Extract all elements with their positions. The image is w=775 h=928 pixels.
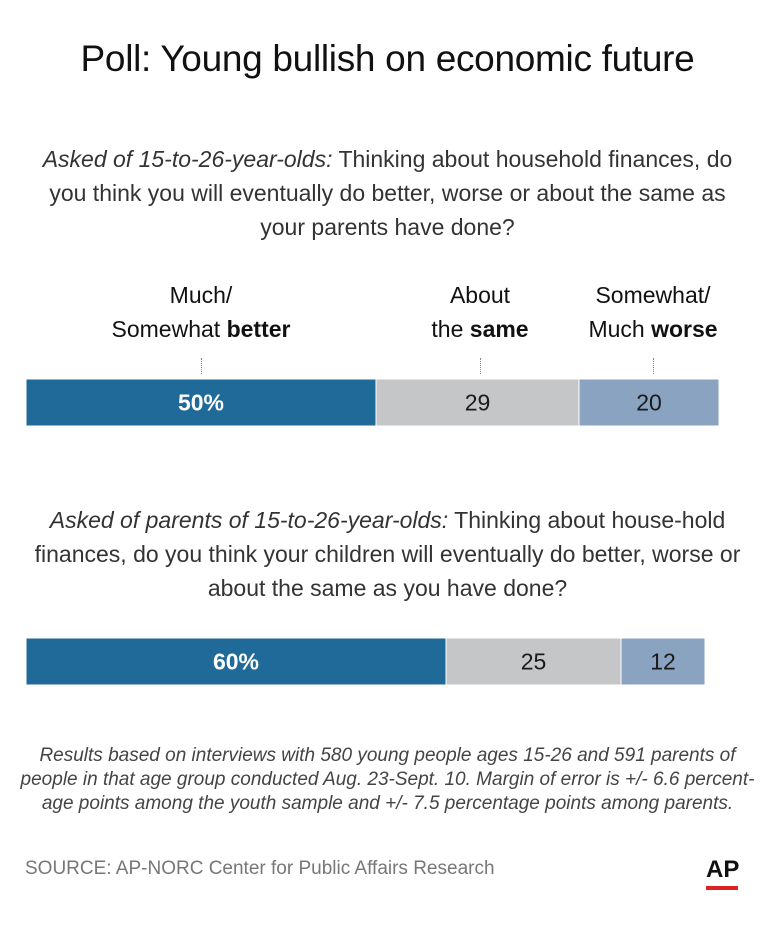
bar-label-youth-same: 29 [465, 390, 491, 416]
leader-line-worse [653, 358, 654, 374]
question-parents-lead: Asked of parents of 15-to-26-year-olds: [49, 507, 449, 533]
bar-label-youth-better: 50% [178, 390, 224, 416]
bar-parents-same [445, 637, 622, 686]
bar-youth-worse [578, 378, 720, 427]
bar-youth-same [375, 378, 580, 427]
chart-title: Poll: Young bullish on economic future [80, 38, 695, 79]
category-better-line2: Somewhat [111, 316, 227, 342]
bar-label-parents-worse: 12 [650, 649, 676, 675]
category-same-bold: same [469, 316, 529, 342]
category-label-same: About the same [431, 278, 528, 346]
question-parents: Asked of parents of 15-to-26-year-olds: … [30, 503, 745, 605]
category-better-line1: Much/ [169, 282, 233, 308]
bar-youth-better [25, 378, 377, 427]
question-parents-text: Thinking about house-hold finances, do y… [34, 507, 741, 601]
question-youth-text: Thinking about household finances, do yo… [49, 146, 733, 240]
leader-line-same [480, 358, 481, 374]
category-worse-line1: Somewhat/ [595, 282, 711, 308]
category-worse-bold: worse [651, 316, 718, 342]
question-youth: Asked of 15-to-26-year-olds: Thinking ab… [30, 142, 745, 244]
methodology-note: Results based on interviews with 580 you… [20, 745, 755, 814]
category-worse-line2: Much [588, 316, 652, 342]
bar-label-youth-worse: 20 [636, 390, 662, 416]
question-youth-lead: Asked of 15-to-26-year-olds: [42, 146, 333, 172]
category-same-line1: About [449, 282, 511, 308]
category-label-worse: Somewhat/ Much worse [588, 278, 717, 346]
ap-logo: AP [706, 856, 740, 883]
bar-parents-worse [620, 637, 706, 686]
bar-label-parents-same: 25 [521, 649, 547, 675]
category-better-bold: better [226, 316, 291, 342]
bar-parents-better [25, 637, 447, 686]
category-label-better: Much/ Somewhat better [112, 278, 291, 346]
bar-label-parents-better: 60% [213, 649, 259, 675]
category-same-line2: the [431, 316, 470, 342]
source-credit: SOURCE: AP-NORC Center for Public Affair… [25, 858, 495, 879]
leader-line-better [201, 358, 202, 374]
ap-logo-underline [706, 886, 738, 890]
